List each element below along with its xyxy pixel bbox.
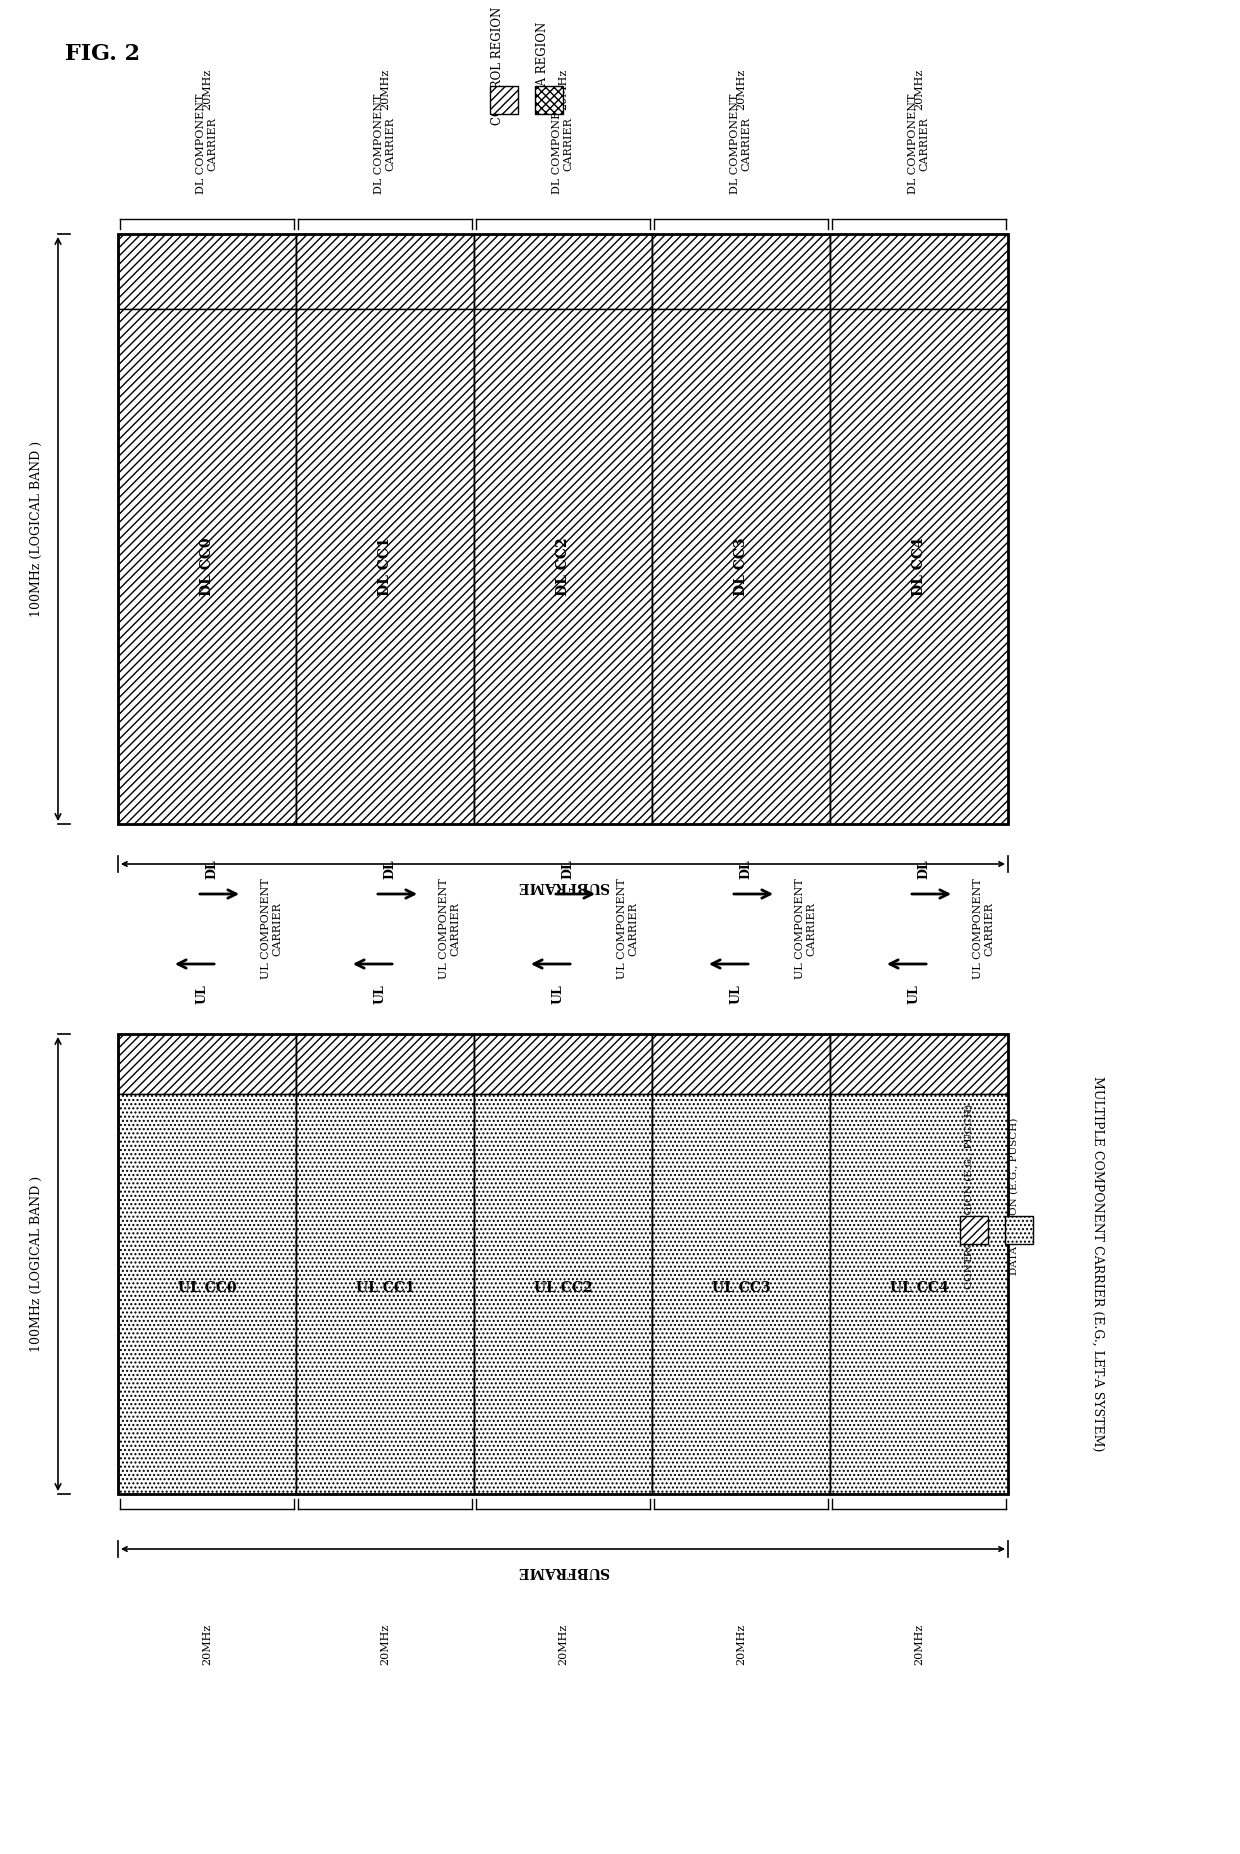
Text: UL COMPONENT
CARRIER: UL COMPONENT CARRIER bbox=[439, 879, 461, 979]
Text: 20MHz: 20MHz bbox=[914, 69, 924, 109]
Bar bbox=[474, 310, 652, 823]
Text: DL COMPONENT
CARRIER: DL COMPONENT CARRIER bbox=[196, 95, 218, 195]
Bar bbox=[490, 85, 518, 113]
Text: UL CC4: UL CC4 bbox=[889, 1281, 949, 1294]
Bar bbox=[118, 1035, 296, 1094]
Text: DL COMPONENT
CARRIER: DL COMPONENT CARRIER bbox=[374, 95, 396, 195]
Bar bbox=[118, 310, 296, 823]
Text: 100MHz (LOGICAL BAND ): 100MHz (LOGICAL BAND ) bbox=[30, 441, 42, 617]
Text: UL: UL bbox=[729, 984, 743, 1003]
Text: DL: DL bbox=[383, 858, 397, 879]
Text: FIG. 2: FIG. 2 bbox=[64, 43, 140, 65]
Bar bbox=[960, 1216, 988, 1244]
Bar bbox=[830, 1035, 1008, 1094]
Bar bbox=[474, 234, 652, 310]
Bar bbox=[296, 1094, 474, 1494]
Text: CONTROL REGION: CONTROL REGION bbox=[491, 7, 503, 124]
Text: 20MHz: 20MHz bbox=[379, 1624, 391, 1665]
Text: DL COMPONENT
CARRIER: DL COMPONENT CARRIER bbox=[730, 95, 751, 195]
Text: UL COMPONENT
CARRIER: UL COMPONENT CARRIER bbox=[618, 879, 639, 979]
Text: UL COMPONENT
CARRIER: UL COMPONENT CARRIER bbox=[795, 879, 817, 979]
Text: UL COMPONENT
CARRIER: UL COMPONENT CARRIER bbox=[973, 879, 994, 979]
Text: UL: UL bbox=[196, 984, 208, 1003]
Text: DL COMPONENT
CARRIER: DL COMPONENT CARRIER bbox=[552, 95, 574, 195]
Bar bbox=[652, 1094, 830, 1494]
Bar bbox=[296, 234, 474, 310]
Text: UL CC0: UL CC0 bbox=[177, 1281, 237, 1294]
Bar bbox=[830, 310, 1008, 823]
Text: UL CC1: UL CC1 bbox=[356, 1281, 414, 1294]
Text: SUBFRAME: SUBFRAME bbox=[517, 879, 609, 894]
Bar bbox=[1004, 1216, 1033, 1244]
Text: 20MHz: 20MHz bbox=[202, 1624, 212, 1665]
Text: UL CC2: UL CC2 bbox=[533, 1281, 593, 1294]
Text: UL: UL bbox=[552, 984, 564, 1003]
Bar bbox=[652, 234, 830, 310]
Text: UL: UL bbox=[908, 984, 920, 1003]
Text: DATA REGION (E.G., PUSCH): DATA REGION (E.G., PUSCH) bbox=[1011, 1118, 1019, 1276]
Text: DL CC2: DL CC2 bbox=[556, 538, 570, 595]
Text: 20MHz: 20MHz bbox=[737, 69, 746, 109]
Text: DL: DL bbox=[206, 858, 218, 879]
Bar bbox=[652, 1035, 830, 1094]
Text: MULTIPLE COMPONENT CARRIER (E.G., LET-A SYSTEM): MULTIPLE COMPONENT CARRIER (E.G., LET-A … bbox=[1091, 1077, 1105, 1452]
Text: 20MHz: 20MHz bbox=[914, 1624, 924, 1665]
Text: CONTROL REGION (E.G., PUCCH): CONTROL REGION (E.G., PUCCH) bbox=[965, 1103, 973, 1289]
Text: DATA REGION: DATA REGION bbox=[536, 22, 549, 109]
Text: 20MHz: 20MHz bbox=[202, 69, 212, 109]
Bar bbox=[830, 234, 1008, 310]
Bar bbox=[474, 1035, 652, 1094]
Bar bbox=[118, 234, 1008, 823]
Bar bbox=[652, 310, 830, 823]
Bar bbox=[118, 234, 296, 310]
Text: DL COMPONENT
CARRIER: DL COMPONENT CARRIER bbox=[908, 95, 930, 195]
Text: 20MHz: 20MHz bbox=[558, 1624, 568, 1665]
Bar bbox=[118, 1035, 1008, 1494]
Text: DL CC4: DL CC4 bbox=[911, 538, 926, 595]
Bar bbox=[296, 310, 474, 823]
Text: UL CC3: UL CC3 bbox=[712, 1281, 770, 1294]
Text: 20MHz: 20MHz bbox=[558, 69, 568, 109]
Bar bbox=[474, 1094, 652, 1494]
Text: DL: DL bbox=[562, 858, 574, 879]
Bar bbox=[118, 1094, 296, 1494]
Text: SUBFRAME: SUBFRAME bbox=[517, 1565, 609, 1578]
Text: DL CC3: DL CC3 bbox=[734, 538, 748, 595]
Text: 20MHz: 20MHz bbox=[379, 69, 391, 109]
Bar bbox=[830, 1094, 1008, 1494]
Bar bbox=[534, 85, 563, 113]
Text: UL: UL bbox=[373, 984, 387, 1003]
Bar bbox=[296, 1035, 474, 1094]
Text: UL COMPONENT
CARRIER: UL COMPONENT CARRIER bbox=[262, 879, 283, 979]
Text: 20MHz: 20MHz bbox=[737, 1624, 746, 1665]
Text: DL CC0: DL CC0 bbox=[200, 538, 215, 595]
Text: DL CC1: DL CC1 bbox=[378, 538, 392, 595]
Text: DL: DL bbox=[739, 858, 753, 879]
Text: DL: DL bbox=[918, 858, 930, 879]
Text: 100MHz (LOGICAL BAND ): 100MHz (LOGICAL BAND ) bbox=[30, 1175, 42, 1352]
